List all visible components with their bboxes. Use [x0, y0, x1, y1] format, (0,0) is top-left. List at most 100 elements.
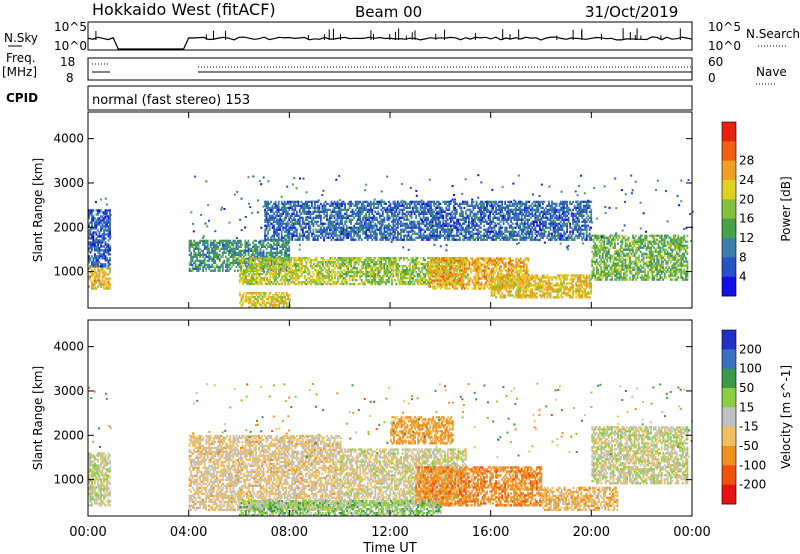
power-cell	[214, 239, 217, 242]
power-cell	[501, 261, 504, 264]
power-cell	[248, 267, 250, 270]
power-cell	[520, 294, 523, 297]
power-cell	[618, 234, 621, 237]
power-cell	[677, 246, 680, 249]
power-cell	[525, 271, 528, 274]
power-cell	[448, 281, 451, 284]
power-cell	[425, 282, 428, 286]
power-cell	[244, 257, 247, 260]
power-cell	[506, 273, 509, 276]
power-cell	[636, 272, 639, 275]
power-cell	[683, 238, 686, 241]
power-cell	[446, 263, 449, 266]
power-cell	[636, 262, 639, 265]
power-cell	[674, 266, 677, 269]
power-cell	[98, 219, 101, 222]
power-cell	[438, 267, 441, 270]
power-cell	[286, 202, 289, 205]
power-cell	[218, 267, 221, 270]
power-cell	[299, 263, 302, 266]
power-cell	[92, 237, 95, 240]
power-cell	[657, 260, 660, 263]
power-cell	[495, 288, 497, 291]
power-cell	[285, 279, 288, 282]
power-cell	[272, 265, 274, 268]
power-cell	[286, 249, 289, 252]
power-cell	[97, 209, 99, 212]
power-cell	[279, 216, 282, 219]
power-cell	[638, 248, 640, 251]
power-cell	[681, 278, 684, 281]
power-cell	[284, 265, 287, 268]
power-cell	[277, 224, 280, 227]
power-cell	[94, 269, 96, 272]
power-cell	[473, 287, 475, 290]
power-cell	[268, 214, 271, 217]
power-cell	[288, 269, 291, 272]
power-cell	[265, 255, 268, 258]
power-cell	[615, 256, 618, 259]
power-cell	[603, 236, 606, 239]
power-cell	[401, 267, 404, 270]
power-cell	[255, 245, 257, 248]
power-cell	[283, 222, 286, 225]
power-cell	[292, 210, 295, 213]
power-cell	[211, 241, 214, 244]
power-cell	[575, 274, 577, 277]
power-cell	[291, 238, 294, 241]
power-cell	[409, 269, 411, 272]
power-cell	[226, 263, 229, 266]
power-cell	[290, 271, 293, 274]
power-cell	[515, 263, 518, 266]
power-cell	[601, 234, 604, 237]
power-cell	[512, 265, 515, 268]
power-cell	[505, 290, 508, 293]
power-cell	[214, 253, 217, 256]
power-cell	[252, 257, 255, 260]
power-cell	[374, 263, 377, 266]
power-cell	[587, 296, 590, 299]
power-cell	[592, 246, 595, 249]
power-cell	[203, 253, 206, 256]
power-cell	[286, 239, 289, 242]
power-cell	[345, 282, 348, 286]
power-cell	[433, 271, 436, 274]
power-cell	[653, 258, 655, 261]
power-cell	[342, 257, 345, 260]
power-cell	[669, 268, 672, 271]
power-cell	[424, 281, 426, 284]
power-cell	[351, 282, 354, 286]
power-cell	[212, 239, 215, 242]
power-cell	[266, 259, 268, 262]
power-cell	[542, 286, 544, 289]
power-cell	[503, 257, 506, 260]
power-cell	[209, 257, 212, 260]
power-cell	[329, 257, 332, 260]
power-cell	[366, 273, 369, 276]
power-cell	[223, 251, 226, 254]
power-cell	[308, 281, 311, 284]
power-cell	[377, 275, 380, 278]
power-cell	[383, 267, 386, 270]
power-cell	[249, 255, 251, 258]
nsky-label: N.Sky	[4, 31, 38, 45]
power-cell	[457, 261, 460, 264]
power-cell	[438, 269, 441, 272]
power-cell	[291, 279, 294, 282]
power-cell	[357, 257, 360, 260]
power-cell	[615, 266, 618, 269]
power-cell	[100, 225, 102, 228]
power-cell	[202, 243, 205, 246]
power-cell	[264, 200, 266, 203]
power-cell	[350, 282, 352, 286]
power-cell	[502, 274, 505, 277]
power-cell	[317, 279, 320, 282]
power-cell	[322, 257, 324, 260]
power-cell	[278, 271, 281, 274]
power-cell	[606, 254, 609, 257]
power-cell	[482, 273, 484, 276]
power-cell	[345, 267, 348, 270]
power-cell	[325, 282, 327, 286]
power-cell	[479, 257, 481, 260]
power-cell	[465, 275, 467, 278]
